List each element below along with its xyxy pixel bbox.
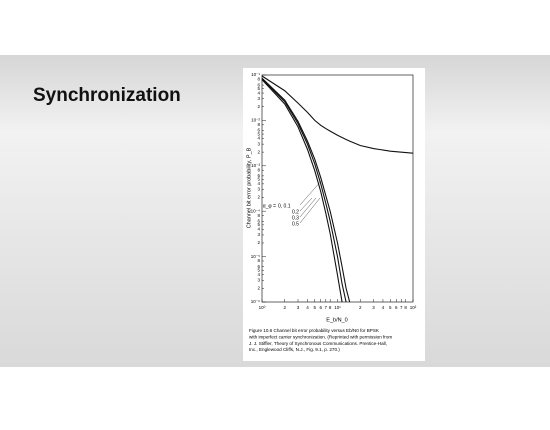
y-axis-label: Channel bit error probability, P_B: [246, 147, 252, 228]
y-tick-label: 10⁻²: [251, 118, 260, 123]
annotation: α_φ =: [263, 203, 276, 209]
caption-line: with imperfect carrier synchronization. …: [249, 335, 392, 340]
caption-line: J. J. Stiffler, Theory of Synchronous Co…: [249, 341, 387, 346]
leader: [299, 197, 321, 224]
x-tick-label: 5: [389, 305, 392, 310]
y-tick-label: 3: [257, 278, 260, 283]
leader: [299, 197, 313, 212]
caption-line: Figure 10.6 Channel bit error probabilit…: [249, 328, 380, 333]
leader: [299, 197, 317, 218]
y-tick-label: 3: [257, 232, 260, 237]
y-tick-label: 5: [257, 267, 260, 272]
y-tick-label: 8: [257, 167, 260, 172]
y-tick-label: 10⁻⁴: [251, 208, 260, 213]
x-tick-label: 3: [297, 305, 300, 310]
y-tick-label: 10⁻³: [251, 163, 260, 168]
y-tick-label: 3: [257, 187, 260, 192]
curve-label: 0.3: [292, 215, 299, 221]
y-tick-label: 2: [257, 195, 260, 200]
x-tick-label: 10¹: [334, 305, 341, 310]
y-tick-label: 2: [257, 240, 260, 245]
x-tick-label: 2: [283, 305, 286, 310]
y-tick-label: 5: [257, 222, 260, 227]
x-tick-label: 10⁰: [259, 305, 266, 310]
y-tick-label: 8: [257, 258, 260, 263]
curve: [261, 79, 343, 303]
curve-label: 0.5: [292, 221, 299, 227]
y-tick-label: 2: [257, 104, 260, 109]
y-tick-label: 5: [257, 86, 260, 91]
x-tick-label: 4: [382, 305, 385, 310]
x-tick-label: 3: [372, 305, 375, 310]
y-tick-label: 6: [257, 82, 260, 87]
y-tick-label: 5: [257, 131, 260, 136]
y-tick-label: 4: [257, 272, 260, 277]
y-tick-label: 4: [257, 90, 260, 95]
slide-title: Synchronization: [33, 85, 181, 106]
figure-panel: [243, 68, 425, 361]
y-tick-label: 10⁻¹: [251, 72, 260, 77]
y-tick-label: 6: [257, 173, 260, 178]
x-tick-label: 10²: [410, 305, 417, 310]
curve: [261, 77, 351, 303]
y-tick-label: 10⁻⁵: [251, 254, 260, 259]
y-tick-label: 8: [257, 213, 260, 218]
curve-label: 0.2: [292, 209, 299, 215]
x-tick-label: 5: [314, 305, 317, 310]
curve-label: 0, 0.1: [278, 203, 291, 209]
curve: [261, 75, 414, 154]
y-tick-label: 5: [257, 177, 260, 182]
curve: [261, 78, 347, 303]
y-tick-label: 2: [257, 286, 260, 291]
y-tick-label: 8: [257, 77, 260, 82]
y-tick-label: 2: [257, 149, 260, 154]
x-tick-label: 2: [359, 305, 362, 310]
x-tick-label: 7: [325, 305, 328, 310]
x-tick-label: 4: [306, 305, 309, 310]
x-tick-label: 8: [404, 305, 407, 310]
y-tick-label: 3: [257, 96, 260, 101]
x-tick-label: 6: [395, 305, 398, 310]
y-tick-label: 4: [257, 226, 260, 231]
leader: [299, 179, 323, 206]
x-tick-label: 7: [400, 305, 403, 310]
x-tick-label: 6: [319, 305, 322, 310]
y-tick-label: 4: [257, 181, 260, 186]
y-tick-label: 6: [257, 264, 260, 269]
caption-line: Inc., Englewood Cliffs, N.J., Fig. 9.1, …: [249, 347, 340, 352]
x-axis-label: E_b/N_0: [326, 317, 347, 323]
y-tick-label: 6: [257, 218, 260, 223]
y-tick-label: 4: [257, 136, 260, 141]
y-tick-label: 8: [257, 122, 260, 127]
y-tick-label: 6: [257, 128, 260, 133]
x-tick-label: 8: [329, 305, 332, 310]
y-tick-label: 3: [257, 141, 260, 146]
y-tick-label: 10⁻⁶: [251, 299, 260, 304]
